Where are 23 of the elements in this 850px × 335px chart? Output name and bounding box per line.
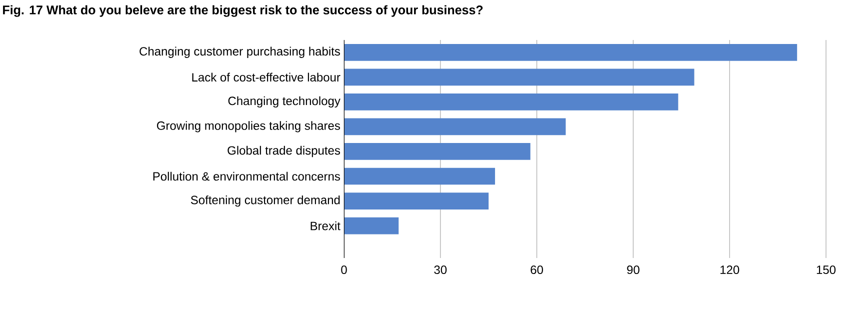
x-tick-label: 60 bbox=[530, 266, 544, 274]
y-tick-label: Lack of cost-effective labour bbox=[192, 72, 340, 82]
bar bbox=[344, 118, 566, 136]
y-tick-label: Growing monopolies taking shares bbox=[156, 121, 340, 132]
y-tick-label: Brexit bbox=[310, 221, 340, 230]
bar bbox=[344, 217, 399, 234]
y-tick-label: Changing technology bbox=[228, 96, 340, 108]
bar bbox=[344, 68, 694, 86]
y-tick-label: Changing customer purchasing habits bbox=[140, 46, 340, 58]
bar bbox=[344, 143, 530, 160]
x-tick-label: 120 bbox=[720, 266, 740, 274]
x-tick-label: 90 bbox=[627, 266, 640, 274]
x-tick-label: 0 bbox=[341, 266, 347, 274]
y-tick-label: Global trade disputes bbox=[228, 146, 340, 158]
bar bbox=[344, 94, 678, 110]
bar bbox=[344, 192, 489, 210]
x-tick-label: 150 bbox=[816, 266, 836, 274]
bar bbox=[344, 168, 496, 185]
x-tick-label: 30 bbox=[434, 266, 447, 274]
text: Fig. 17 What do you beleve are the biggest risk to the success of your business? bbox=[3, 5, 483, 17]
y-tick-label: Softening customer demand bbox=[190, 195, 340, 207]
bar bbox=[344, 44, 798, 61]
y-tick-label: Pollution & environmental concerns bbox=[153, 172, 340, 181]
